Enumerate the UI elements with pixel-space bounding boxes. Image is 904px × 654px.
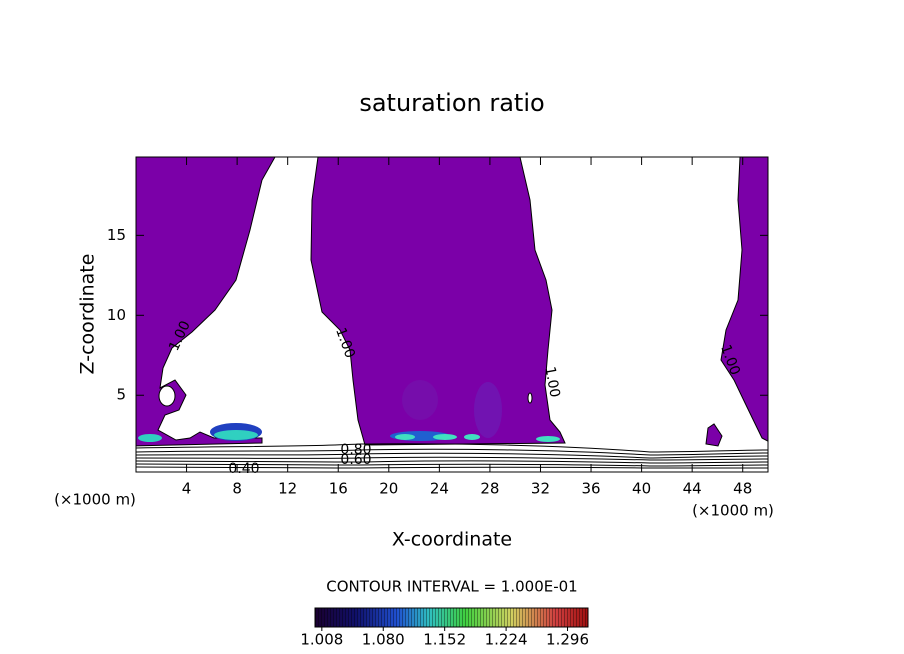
x-unit: (×1000 m)	[692, 502, 774, 520]
filled-region	[720, 157, 768, 442]
y-tick-label: 15	[107, 226, 126, 244]
high-values	[138, 423, 560, 442]
hole	[158, 385, 176, 407]
x-tick-label: 8	[232, 480, 242, 498]
y-tick-label: 10	[107, 306, 126, 324]
colorbar-tick-label: 1.152	[423, 631, 466, 649]
colorbar-tick-label: 1.080	[362, 631, 405, 649]
x-tick-label: 36	[581, 480, 600, 498]
x-tick-label: 20	[379, 480, 398, 498]
colorbar-tick-label: 1.296	[546, 631, 589, 649]
colorbar-label: CONTOUR INTERVAL = 1.000E-01	[326, 578, 577, 596]
colorbar-stripes	[315, 608, 588, 627]
plot-frame	[135, 156, 769, 473]
y-axis-label: Z-coordinate	[77, 254, 99, 375]
filled-region	[310, 157, 566, 446]
x-unit: (×1000 m)	[54, 491, 136, 509]
x-tick-label: 32	[531, 480, 550, 498]
filled-region	[705, 423, 723, 447]
colorbar-tick-label: 1.008	[300, 631, 343, 649]
contour-label: 0.80	[340, 442, 371, 458]
contour-label: 1.00	[541, 365, 562, 398]
colorbar-tick-label: 1.224	[485, 631, 528, 649]
x-axis-label: X-coordinate	[392, 529, 512, 551]
x-tick-label: 40	[632, 480, 651, 498]
contour-label: 0.40	[228, 461, 259, 477]
contour-field	[136, 157, 768, 469]
chart-title: saturation ratio	[359, 89, 544, 117]
x-tick-label: 28	[480, 480, 499, 498]
x-tick-label: 16	[329, 480, 348, 498]
x-tick-label: 12	[278, 480, 297, 498]
x-tick-label: 48	[733, 480, 752, 498]
contour-label: 0.60	[340, 452, 371, 468]
x-tick-label: 24	[430, 480, 449, 498]
x-tick-label: 44	[683, 480, 702, 498]
x-tick-label: 4	[182, 480, 192, 498]
filled-region	[136, 157, 276, 447]
y-tick-label: 5	[116, 386, 126, 404]
contour-lines	[136, 443, 768, 469]
